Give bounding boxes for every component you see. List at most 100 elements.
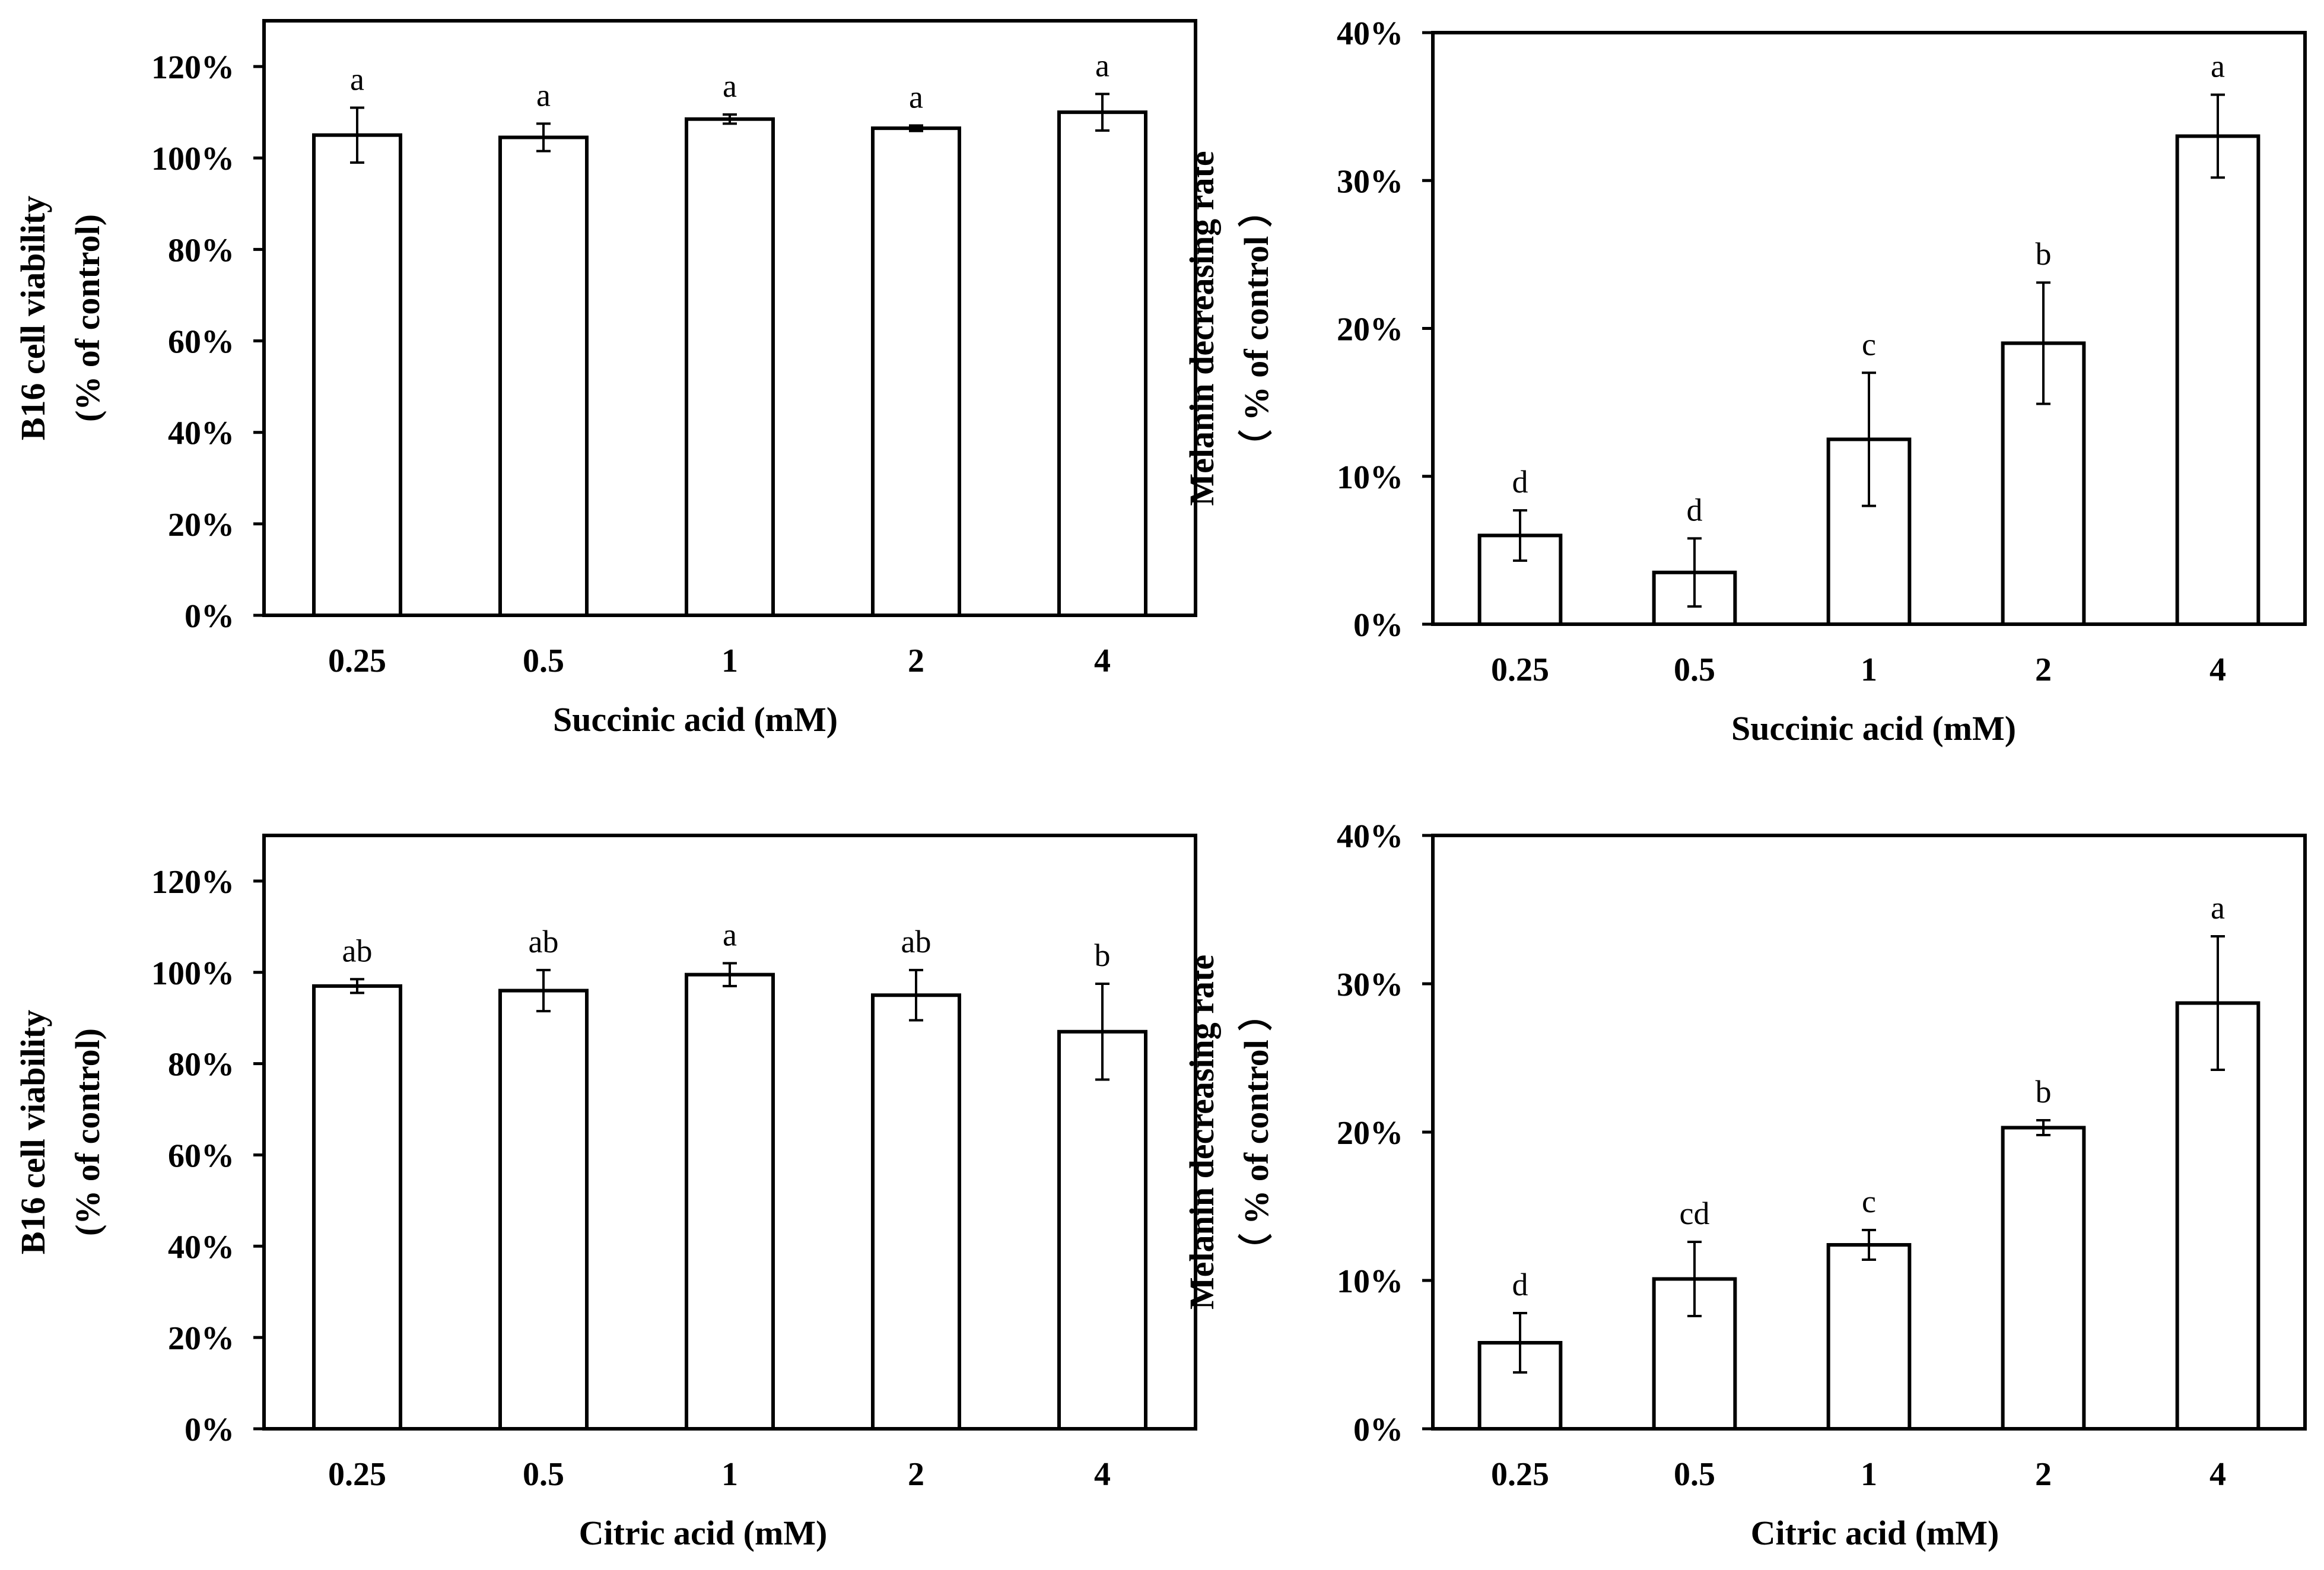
significance-label: d xyxy=(1512,1267,1528,1302)
x-tick-label: 4 xyxy=(1094,1456,1111,1493)
significance-label: a xyxy=(2211,49,2225,84)
y-tick-label: 100% xyxy=(151,141,234,177)
bar xyxy=(1652,1277,1737,1431)
significance-label: d xyxy=(1512,464,1528,500)
bar xyxy=(498,135,589,618)
y-tick-label: 10% xyxy=(1337,1263,1403,1300)
y-tick-label: 0% xyxy=(1353,1412,1403,1448)
y-tick-label: 40% xyxy=(168,1229,234,1266)
y-tick-label: 20% xyxy=(1337,312,1403,348)
bar xyxy=(1057,1029,1148,1431)
bar xyxy=(1826,1243,1912,1431)
y-tick-label: 30% xyxy=(1337,163,1403,200)
y-tick-label: 40% xyxy=(1337,15,1403,52)
bar xyxy=(311,133,403,617)
y-tick-label: 0% xyxy=(185,598,234,635)
significance-label: a xyxy=(350,61,364,97)
significance-label: a xyxy=(723,68,737,104)
y-tick-label: 60% xyxy=(168,324,234,361)
y-tick-label: 60% xyxy=(168,1137,234,1174)
x-axis-title: Citric acid (mM) xyxy=(1751,1514,1999,1552)
bar xyxy=(870,993,962,1431)
y-axis-title: (% of control) xyxy=(68,214,107,422)
x-tick-label: 1 xyxy=(1861,1456,1877,1493)
plot-frame xyxy=(262,19,1197,617)
y-tick-label: 100% xyxy=(151,955,234,992)
bar xyxy=(1057,110,1148,617)
y-tick-label: 0% xyxy=(1353,607,1403,644)
y-tick-label: 120% xyxy=(151,864,234,901)
x-tick-label: 0.25 xyxy=(1491,1456,1549,1493)
significance-label: b xyxy=(1095,937,1111,973)
significance-label: a xyxy=(2211,890,2225,926)
significance-label: a xyxy=(1095,47,1109,83)
chart-panel-bottom-left: ab0.25ab0.5a1ab2b40%20%40%60%80%100%120%… xyxy=(14,834,1197,1552)
x-tick-label: 1 xyxy=(1861,651,1877,688)
y-tick-label: 80% xyxy=(168,1047,234,1083)
x-tick-label: 0.25 xyxy=(328,1456,386,1493)
y-axis-title: Melanin decreasing rate xyxy=(1182,955,1221,1310)
significance-label: c xyxy=(1862,326,1876,362)
plot-frame xyxy=(262,834,1197,1431)
x-tick-label: 0.5 xyxy=(1674,1456,1715,1493)
bar xyxy=(311,984,403,1431)
plot-frame xyxy=(1431,834,2307,1431)
y-tick-label: 20% xyxy=(168,1320,234,1357)
x-axis-title: Succinic acid (mM) xyxy=(553,700,838,739)
x-tick-label: 2 xyxy=(908,1456,924,1493)
x-tick-label: 0.5 xyxy=(523,643,564,679)
significance-label: ab xyxy=(529,924,559,959)
y-axis-title: B16 cell viability xyxy=(14,196,52,440)
y-axis-title: B16 cell viability xyxy=(14,1010,52,1254)
bar xyxy=(498,989,589,1431)
y-tick-label: 10% xyxy=(1337,459,1403,496)
bar xyxy=(2175,1001,2261,1431)
y-axis-title: （ % of control ） xyxy=(1237,193,1276,463)
significance-label: b xyxy=(2036,236,2052,272)
significance-label: a xyxy=(909,80,923,115)
significance-label: a xyxy=(536,77,551,113)
x-tick-label: 2 xyxy=(2035,1456,2052,1493)
y-tick-label: 20% xyxy=(1337,1115,1403,1152)
x-tick-label: 2 xyxy=(908,643,924,679)
y-tick-label: 20% xyxy=(168,507,234,544)
bar xyxy=(684,117,775,617)
significance-label: d xyxy=(1687,492,1703,527)
significance-label: b xyxy=(2036,1074,2052,1110)
x-axis-title: Citric acid (mM) xyxy=(579,1514,828,1552)
x-tick-label: 1 xyxy=(721,643,738,679)
y-tick-label: 80% xyxy=(168,232,234,269)
x-tick-label: 4 xyxy=(1094,643,1111,679)
x-tick-label: 4 xyxy=(2209,1456,2226,1493)
significance-label: ab xyxy=(342,933,373,968)
significance-label: c xyxy=(1862,1184,1876,1219)
y-tick-label: 40% xyxy=(1337,818,1403,855)
x-tick-label: 2 xyxy=(2035,651,2052,688)
chart-panel-top-left: a0.25a0.5a1a2a40%20%40%60%80%100%120%Suc… xyxy=(14,19,1197,739)
x-tick-label: 0.5 xyxy=(1674,651,1715,688)
x-tick-label: 4 xyxy=(2209,651,2226,688)
bar xyxy=(870,126,962,617)
bar xyxy=(684,972,775,1431)
significance-label: a xyxy=(723,917,737,952)
x-tick-label: 0.5 xyxy=(523,1456,564,1493)
bar xyxy=(2175,134,2261,627)
y-tick-label: 120% xyxy=(151,49,234,86)
x-tick-label: 0.25 xyxy=(328,643,386,679)
x-tick-label: 1 xyxy=(721,1456,738,1493)
significance-label: ab xyxy=(901,924,931,959)
x-tick-label: 0.25 xyxy=(1491,651,1549,688)
x-axis-title: Succinic acid (mM) xyxy=(1731,709,2016,748)
y-tick-label: 0% xyxy=(185,1412,234,1448)
significance-label: cd xyxy=(1680,1196,1710,1231)
y-axis-title: （ % of control ） xyxy=(1237,997,1276,1267)
y-tick-label: 30% xyxy=(1337,967,1403,1003)
plot-frame xyxy=(1431,31,2307,626)
bar xyxy=(2001,1126,2086,1431)
y-axis-title: (% of control) xyxy=(68,1028,107,1236)
y-tick-label: 40% xyxy=(168,415,234,452)
y-axis-title: Melanin decreasing rate xyxy=(1182,151,1221,506)
